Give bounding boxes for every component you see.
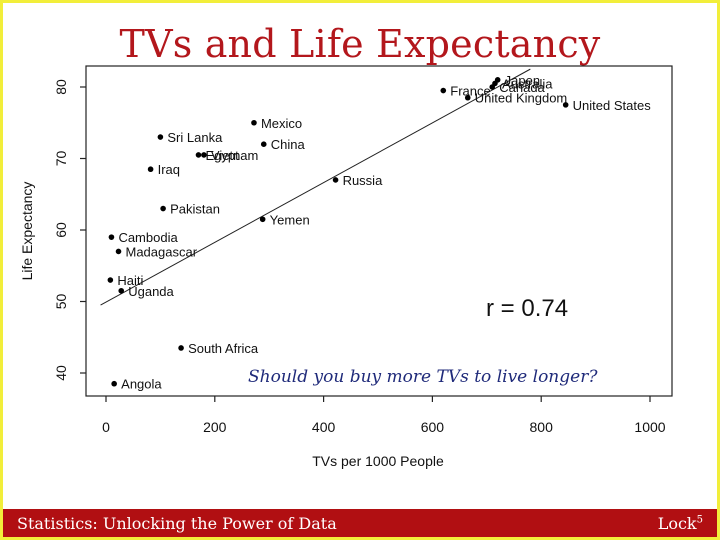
point-label: Pakistan — [170, 202, 220, 217]
x-tick-label: 400 — [312, 419, 336, 435]
point-label: Vietnam — [211, 148, 258, 163]
point-label: Yemen — [270, 212, 310, 227]
point-label: Australia — [502, 76, 553, 91]
question-annotation: Should you buy more TVs to live longer? — [248, 367, 598, 387]
footer-superscript: 5 — [696, 514, 703, 526]
data-point — [195, 152, 202, 158]
y-tick-label: 50 — [53, 294, 69, 310]
x-tick-label: 1000 — [634, 419, 665, 435]
x-tick-label: 800 — [530, 419, 554, 435]
slide-footer: Statistics: Unlocking the Power of Data … — [3, 509, 717, 537]
point-label: Japen — [505, 73, 540, 88]
data-point — [489, 84, 496, 90]
point-label: South Africa — [188, 341, 259, 356]
point-label: Russia — [343, 173, 384, 188]
data-point — [201, 152, 207, 158]
y-tick-label: 70 — [53, 151, 69, 167]
point-label: Cambodia — [118, 230, 178, 245]
footer-author: Lock5 — [658, 514, 703, 533]
data-point — [147, 166, 154, 173]
data-point — [118, 287, 125, 294]
data-point — [107, 277, 114, 283]
x-tick-label: 600 — [421, 419, 445, 435]
point-label: Haiti — [117, 273, 143, 288]
data-point — [111, 380, 117, 387]
data-point — [562, 102, 569, 108]
point-label: China — [271, 137, 306, 152]
data-point — [464, 94, 471, 101]
x-tick-label: 200 — [203, 419, 227, 435]
data-point — [332, 177, 339, 183]
y-tick-label: 40 — [53, 365, 69, 381]
footer-book-title: Statistics: Unlocking the Power of Data — [17, 514, 337, 533]
data-point — [259, 216, 266, 223]
point-label: United Kingdom — [475, 91, 568, 106]
y-tick-label: 60 — [53, 222, 69, 238]
data-point — [251, 119, 257, 126]
point-label: Sri Lanka — [167, 130, 223, 145]
plot-area-border — [85, 65, 673, 397]
correlation-label: r = 0.74 — [486, 295, 568, 322]
footer-author-name: Lock — [657, 514, 697, 533]
data-point — [115, 248, 122, 255]
data-point — [157, 134, 164, 140]
point-label: Uganda — [128, 284, 174, 299]
point-label: Mexico — [261, 116, 302, 131]
y-tick-label: 80 — [53, 79, 69, 95]
x-axis-title: TVs per 1000 People — [312, 453, 444, 469]
point-label: United States — [573, 98, 652, 113]
point-label: Egypt — [205, 148, 239, 163]
y-axis-title: Life Expectancy — [19, 182, 35, 281]
point-label: Canada — [499, 80, 545, 95]
point-label: Madagascar — [126, 244, 198, 259]
x-tick-label: 0 — [102, 419, 110, 435]
point-label: Angola — [121, 377, 162, 392]
slide-title: TVs and Life Expectancy — [119, 22, 601, 66]
data-point — [440, 87, 447, 94]
data-point — [178, 345, 184, 351]
data-point — [160, 205, 166, 212]
point-label: Iraq — [158, 162, 180, 177]
trend-line — [100, 68, 531, 306]
data-point — [260, 141, 267, 147]
point-label: France — [450, 84, 490, 99]
data-point — [108, 234, 115, 240]
